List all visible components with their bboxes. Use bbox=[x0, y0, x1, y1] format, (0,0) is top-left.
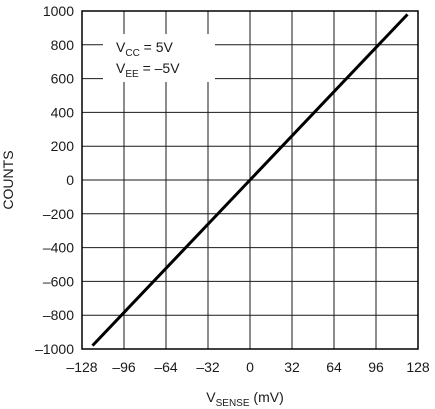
x-tick-labels: –128 –96 –64 –32 0 32 64 96 128 bbox=[66, 359, 429, 375]
y-tick-label: 1000 bbox=[43, 3, 74, 19]
y-tick-label: –1000 bbox=[35, 341, 74, 357]
y-tick-label: 200 bbox=[51, 138, 75, 154]
y-tick-label: –800 bbox=[43, 307, 74, 323]
plot-frame bbox=[81, 10, 419, 350]
x-tick-label: –64 bbox=[154, 359, 178, 375]
series-group bbox=[91, 13, 409, 347]
annotation-vcc: VCC = 5V bbox=[116, 39, 174, 59]
annotation-box bbox=[103, 34, 215, 82]
x-tick-label: 96 bbox=[368, 359, 384, 375]
y-tick-label: 600 bbox=[51, 71, 75, 87]
y-tick-label: –200 bbox=[43, 206, 74, 222]
y-axis-title: COUNTS bbox=[0, 150, 16, 209]
y-tick-label: –600 bbox=[43, 273, 74, 289]
y-tick-labels: –1000 –800 –600 –400 –200 0 200 400 600 800 1000 bbox=[35, 3, 74, 357]
annotation-vee: VEE = –5V bbox=[116, 60, 180, 80]
x-tick-label: 32 bbox=[284, 359, 300, 375]
grid bbox=[81, 10, 419, 350]
y-tick-label: –400 bbox=[43, 240, 74, 256]
x-axis-title: VSENSE (mV) bbox=[206, 389, 283, 409]
y-tick-label: 800 bbox=[51, 37, 75, 53]
y-tick-label: 0 bbox=[66, 172, 74, 188]
x-tick-label: 128 bbox=[406, 359, 430, 375]
x-tick-label: –96 bbox=[112, 359, 136, 375]
x-tick-label: 0 bbox=[246, 359, 254, 375]
x-tick-label: 64 bbox=[326, 359, 342, 375]
x-tick-label: –32 bbox=[196, 359, 220, 375]
series-line-0 bbox=[91, 13, 409, 347]
y-tick-label: 400 bbox=[51, 104, 75, 120]
x-tick-label: –128 bbox=[66, 359, 97, 375]
